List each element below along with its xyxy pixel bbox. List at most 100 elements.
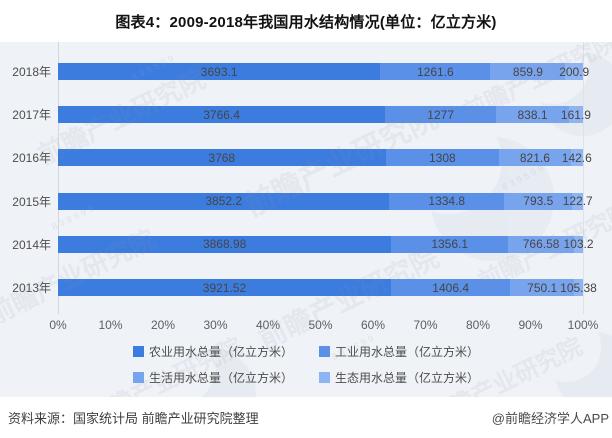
bar-track: 3921.52 1406.4 750.1 105.38 — [58, 279, 597, 297]
x-axis-tick: 0% — [49, 318, 67, 332]
bar-segment-1: 3693.1 — [58, 63, 381, 81]
bar-segment-4: 122.7 — [563, 192, 593, 210]
legend-item: 生活用水总量（亿立方米） — [132, 369, 293, 386]
bar-value-label: 3766.4 — [203, 107, 240, 122]
chart-panel: 前瞻产业研究院 前瞻产业研究院 前瞻产业研究院 前瞻产业研究院 前瞻产业研究院 前瞻产业研… — [0, 42, 612, 397]
bar-segment-4: 103.2 — [564, 235, 594, 253]
bar-value-label: 1277 — [427, 107, 454, 122]
bar-value-label: 1261.6 — [417, 64, 454, 79]
legend-item: 工业用水总量（亿立方米） — [319, 343, 479, 360]
bar-value-label: 103.2 — [563, 237, 594, 252]
bar-segment-4: 105.38 — [560, 279, 597, 297]
bar-value-label: 200.9 — [559, 64, 590, 79]
bar-segment-3: 821.6 — [499, 149, 571, 167]
bar-segment-4: 200.9 — [559, 63, 589, 81]
legend-swatch — [132, 372, 144, 383]
x-axis-tick: 40% — [255, 318, 281, 332]
bar-value-label: 766.58 — [522, 237, 560, 252]
bar-track: 3766.4 1277 838.1 161.9 — [58, 106, 591, 124]
x-axis-tick: 30% — [203, 318, 228, 332]
y-axis-label: 2013年 — [12, 281, 51, 296]
y-axis-label: 2015年 — [12, 194, 51, 209]
bar-segment-2: 1308 — [385, 149, 500, 167]
bar-rows: 2018年 3693.1 1261.6 859.9 200.9 2017年 3766.4 12… — [0, 50, 612, 309]
bar-value-label: 838.1 — [517, 107, 548, 122]
legend-swatch — [319, 372, 330, 383]
source-text: 资料来源：国家统计局 前瞻产业研究院整理 — [8, 411, 259, 426]
legend-swatch — [132, 346, 144, 357]
gridline-100pct — [583, 42, 584, 314]
x-axis-tick: 50% — [308, 318, 333, 332]
bar-value-label: 3768 — [208, 150, 236, 165]
bar-value-label: 1356.1 — [431, 237, 469, 252]
footer: 资料来源：国家统计局 前瞻产业研究院整理 @前瞻经济学人APP — [0, 397, 612, 438]
bar-row: 2015年 3852.2 1334.8 793.5 122.7 — [0, 180, 612, 223]
bar-segment-2: 1277 — [385, 106, 497, 124]
bar-segment-3: 750.1 — [510, 279, 575, 297]
legend-swatch — [319, 346, 330, 357]
bar-track: 3768 1308 821.6 142.6 — [58, 149, 592, 167]
x-axis-tick: 70% — [413, 318, 438, 332]
bar-value-label: 793.5 — [523, 194, 554, 209]
legend-item: 生态用水总量（亿立方米） — [319, 369, 479, 386]
legend-label: 生活用水总量（亿立方米） — [148, 371, 293, 385]
bar-segment-1: 3768 — [58, 149, 386, 167]
x-axis-tick: 10% — [98, 318, 123, 332]
bar-value-label: 3693.1 — [200, 64, 238, 79]
chart-legend: 农业用水总量（亿立方米） 工业用水总量（亿立方米） 生活用水总量（亿立方米） 生态用水… — [0, 343, 612, 386]
bar-value-label: 105.38 — [560, 280, 597, 295]
bar-row: 2013年 3921.52 1406.4 750.1 105.38 — [0, 266, 612, 309]
credit-text: @前瞻经济学人APP — [491, 411, 609, 426]
legend-row: 农业用水总量（亿立方米） 工业用水总量（亿立方米） — [132, 343, 479, 360]
bar-track: 3852.2 1334.8 793.5 122.7 — [58, 192, 593, 210]
bar-segment-2: 1334.8 — [389, 192, 505, 210]
bar-value-label: 3921.52 — [202, 280, 247, 295]
bar-value-label: 3868.98 — [202, 237, 247, 252]
bar-value-label: 859.9 — [512, 64, 543, 79]
bar-value-label: 1308 — [428, 150, 456, 165]
bar-value-label: 3852.2 — [205, 194, 243, 209]
bar-segment-1: 3868.98 — [58, 235, 392, 253]
bar-value-label: 750.1 — [527, 280, 558, 295]
bar-row: 2018年 3693.1 1261.6 859.9 200.9 — [0, 50, 612, 93]
bar-segment-2: 1356.1 — [391, 235, 509, 253]
y-axis-label: 2018年 — [12, 65, 51, 80]
bar-value-label: 161.9 — [560, 107, 591, 122]
y-axis-label: 2017年 — [12, 108, 51, 123]
bar-value-label: 122.7 — [562, 194, 593, 209]
bar-segment-2: 1261.6 — [380, 63, 491, 81]
y-axis-line — [58, 42, 59, 314]
bar-segment-1: 3766.4 — [58, 106, 386, 124]
x-axis-tick: 20% — [150, 318, 176, 332]
legend-row: 生活用水总量（亿立方米） 生态用水总量（亿立方米） — [132, 369, 479, 386]
x-axis-tick: 100% — [567, 318, 599, 332]
bar-row: 2016年 3768 1308 821.6 142.6 — [0, 136, 612, 179]
bar-value-label: 1406.4 — [432, 280, 469, 295]
bar-segment-1: 3921.52 — [58, 279, 391, 297]
legend-item: 农业用水总量（亿立方米） — [132, 343, 293, 360]
bar-segment-2: 1406.4 — [390, 279, 511, 297]
bar-track: 3868.98 1356.1 766.58 103.2 — [58, 235, 594, 253]
bar-value-label: 1334.8 — [428, 194, 466, 209]
y-axis-label: 2016年 — [12, 151, 51, 166]
bar-segment-4: 161.9 — [561, 106, 591, 124]
x-axis-tick: 80% — [465, 318, 491, 332]
legend-label: 农业用水总量（亿立方米） — [148, 345, 293, 359]
bar-track: 3693.1 1261.6 859.9 200.9 — [58, 63, 589, 81]
bar-row: 2017年 3766.4 1277 838.1 161.9 — [0, 93, 612, 136]
bar-value-label: 142.6 — [561, 150, 592, 165]
bar-segment-3: 859.9 — [490, 63, 566, 81]
chart-title: 图表4：2009-2018年我国用水结构情况(单位：亿立方米) — [115, 14, 497, 31]
bar-segment-3: 838.1 — [496, 106, 569, 124]
x-axis-tick: 90% — [518, 318, 543, 332]
legend-label: 工业用水总量（亿立方米） — [335, 345, 480, 359]
bar-segment-4: 142.6 — [562, 149, 592, 167]
legend-label: 生态用水总量（亿立方米） — [335, 371, 480, 385]
bar-row: 2014年 3868.98 1356.1 766.58 103.2 — [0, 223, 612, 266]
bar-value-label: 821.6 — [519, 150, 550, 165]
x-axis-tick: 60% — [360, 318, 386, 332]
y-axis-label: 2014年 — [12, 237, 51, 252]
x-axis-ticks: 0% 10% 20% 30% 40% 50% 60% 70% 80% 90% 100% — [49, 318, 598, 332]
bar-segment-1: 3852.2 — [58, 192, 390, 210]
